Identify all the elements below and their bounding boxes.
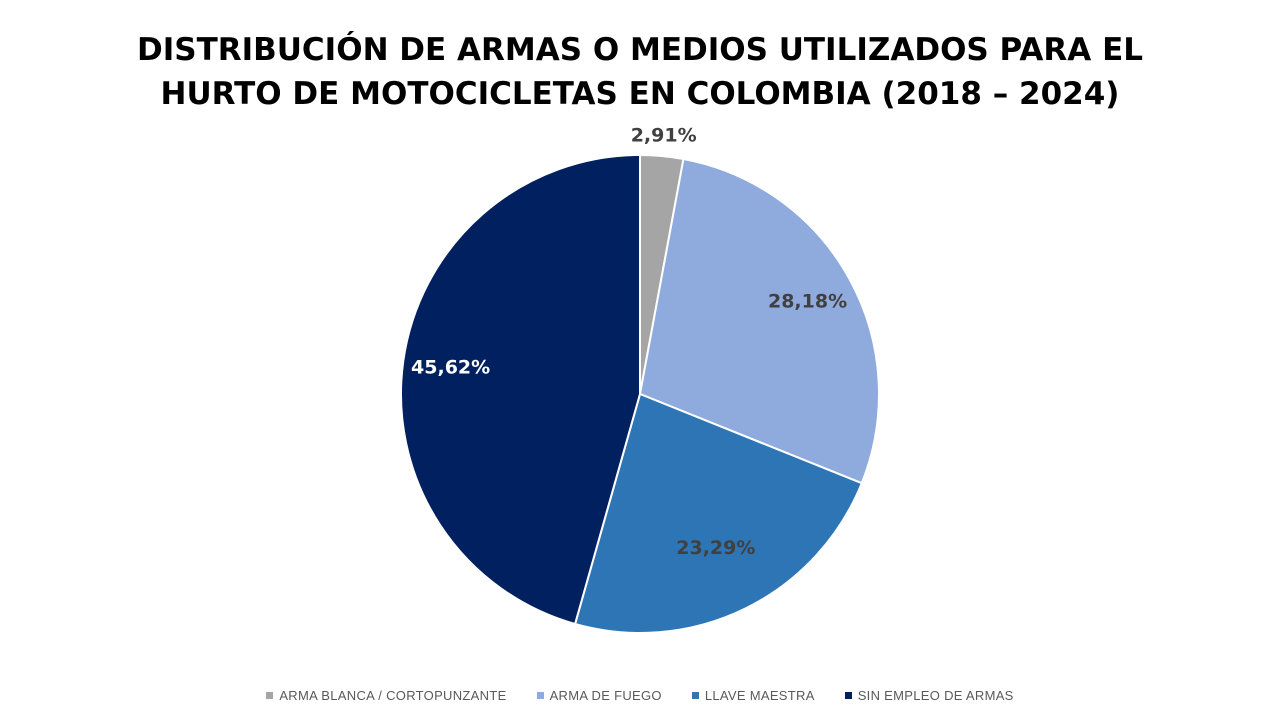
legend-swatch-arma-de-fuego bbox=[537, 692, 544, 699]
legend-swatch-arma-blanca bbox=[266, 692, 273, 699]
legend-item-sin-empleo: SIN EMPLEO DE ARMAS bbox=[845, 688, 1014, 703]
legend-swatch-llave-maestra bbox=[692, 692, 699, 699]
data-label-arma-blanca: 2,91% bbox=[631, 124, 697, 146]
legend-item-arma-de-fuego: ARMA DE FUEGO bbox=[537, 688, 662, 703]
legend-label-arma-de-fuego: ARMA DE FUEGO bbox=[550, 688, 662, 703]
legend-label-sin-empleo: SIN EMPLEO DE ARMAS bbox=[858, 688, 1014, 703]
legend-item-llave-maestra: LLAVE MAESTRA bbox=[692, 688, 815, 703]
legend-label-llave-maestra: LLAVE MAESTRA bbox=[705, 688, 815, 703]
data-label-arma-de-fuego: 28,18% bbox=[768, 290, 847, 312]
data-label-sin-empleo: 45,62% bbox=[411, 356, 490, 378]
pie-slices bbox=[401, 155, 879, 633]
legend-swatch-sin-empleo bbox=[845, 692, 852, 699]
chart-legend: ARMA BLANCA / CORTOPUNZANTE ARMA DE FUEGO… bbox=[0, 688, 1280, 703]
data-label-llave-maestra: 23,29% bbox=[676, 537, 755, 559]
legend-label-arma-blanca: ARMA BLANCA / CORTOPUNZANTE bbox=[279, 688, 506, 703]
legend-item-arma-blanca: ARMA BLANCA / CORTOPUNZANTE bbox=[266, 688, 506, 703]
